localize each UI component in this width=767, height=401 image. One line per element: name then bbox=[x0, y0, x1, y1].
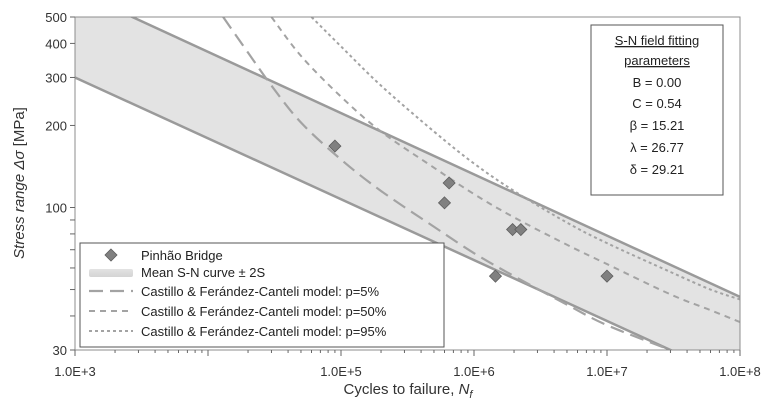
parameters-box-frame bbox=[590, 24, 724, 196]
legend-diamond-marker bbox=[104, 248, 118, 262]
legend-label-p50: Castillo & Ferández-Canteli model: p=50% bbox=[141, 304, 387, 319]
parameter-b: B = 0.00 bbox=[633, 75, 682, 90]
y-tick-label: 200 bbox=[45, 118, 67, 133]
y-axis-title: Stress range Δσ [MPa] bbox=[11, 107, 28, 259]
legend-label-mean-band: Mean S-N curve ± 2S bbox=[141, 265, 266, 280]
y-tick-label: 100 bbox=[45, 200, 67, 215]
legend-entry-p5: Castillo & Ferández-Canteli model: p=5% bbox=[89, 284, 380, 299]
model-curve-p5 bbox=[222, 17, 671, 350]
x-axis-title: Cycles to failure, Nf bbox=[344, 381, 474, 401]
model-curve-p95 bbox=[310, 17, 740, 301]
legend-label-p5: Castillo & Ferández-Canteli model: p=5% bbox=[141, 284, 380, 299]
x-tick-label: 1.0E+8 bbox=[719, 364, 761, 379]
y-axis-ticks: 30 100 200 300 400 500 bbox=[45, 10, 75, 358]
parameter-beta: β = 15.21 bbox=[630, 118, 685, 133]
parameters-box: S-N field fitting parameters B = 0.00 C … bbox=[590, 24, 724, 196]
legend-entry-p95: Castillo & Ferández-Canteli model: p=95% bbox=[89, 324, 387, 339]
bridge-data-point bbox=[442, 176, 456, 190]
y-tick-label: 400 bbox=[45, 36, 67, 51]
bridge-data-point bbox=[437, 196, 452, 210]
bridge-data-point bbox=[514, 222, 528, 237]
parameter-lambda: λ = 26.77 bbox=[630, 140, 684, 155]
bridge-data-point bbox=[488, 269, 503, 283]
x-axis-ticks: 1.0E+3 1.0E+5 1.0E+6 1.0E+7 1.0E+8 bbox=[54, 350, 761, 379]
model-curves-layer bbox=[222, 17, 740, 350]
x-tick-label: 1.0E+5 bbox=[320, 364, 362, 379]
sn-band-fill bbox=[75, 17, 740, 350]
bridge-data-point bbox=[328, 139, 342, 153]
legend: Pinhão Bridge Mean S-N curve ± 2S Castil… bbox=[79, 242, 445, 348]
legend-frame bbox=[79, 242, 445, 348]
legend-entry-p50: Castillo & Ferández-Canteli model: p=50% bbox=[89, 304, 387, 319]
y-tick-label: 30 bbox=[53, 343, 67, 358]
legend-entry-pinhao-bridge: Pinhão Bridge bbox=[104, 248, 223, 263]
parameters-title-line2: parameters bbox=[624, 53, 690, 68]
y-tick-label: 300 bbox=[45, 70, 67, 85]
plot-frame bbox=[74, 16, 741, 351]
parameters-title-line1: S-N field fitting bbox=[615, 33, 700, 48]
bridge-data-point bbox=[600, 269, 614, 283]
bridge-markers-layer bbox=[328, 139, 614, 283]
x-tick-label: 1.0E+6 bbox=[453, 364, 495, 379]
parameter-delta: δ = 29.21 bbox=[630, 162, 685, 177]
model-curve-p50 bbox=[270, 17, 740, 323]
legend-band-swatch bbox=[89, 269, 133, 277]
x-tick-label: 1.0E+3 bbox=[54, 364, 96, 379]
legend-label-p95: Castillo & Ferández-Canteli model: p=95% bbox=[141, 324, 387, 339]
legend-label-pinhao-bridge: Pinhão Bridge bbox=[141, 248, 223, 263]
sn-band-lower-edge bbox=[75, 76, 674, 350]
sn-band-upper-edge bbox=[129, 17, 740, 298]
x-tick-label: 1.0E+7 bbox=[586, 364, 628, 379]
y-tick-label: 500 bbox=[45, 10, 67, 25]
parameter-c: C = 0.54 bbox=[632, 96, 682, 111]
legend-entry-mean-band: Mean S-N curve ± 2S bbox=[89, 265, 266, 280]
sn-band-layer bbox=[75, 17, 740, 350]
